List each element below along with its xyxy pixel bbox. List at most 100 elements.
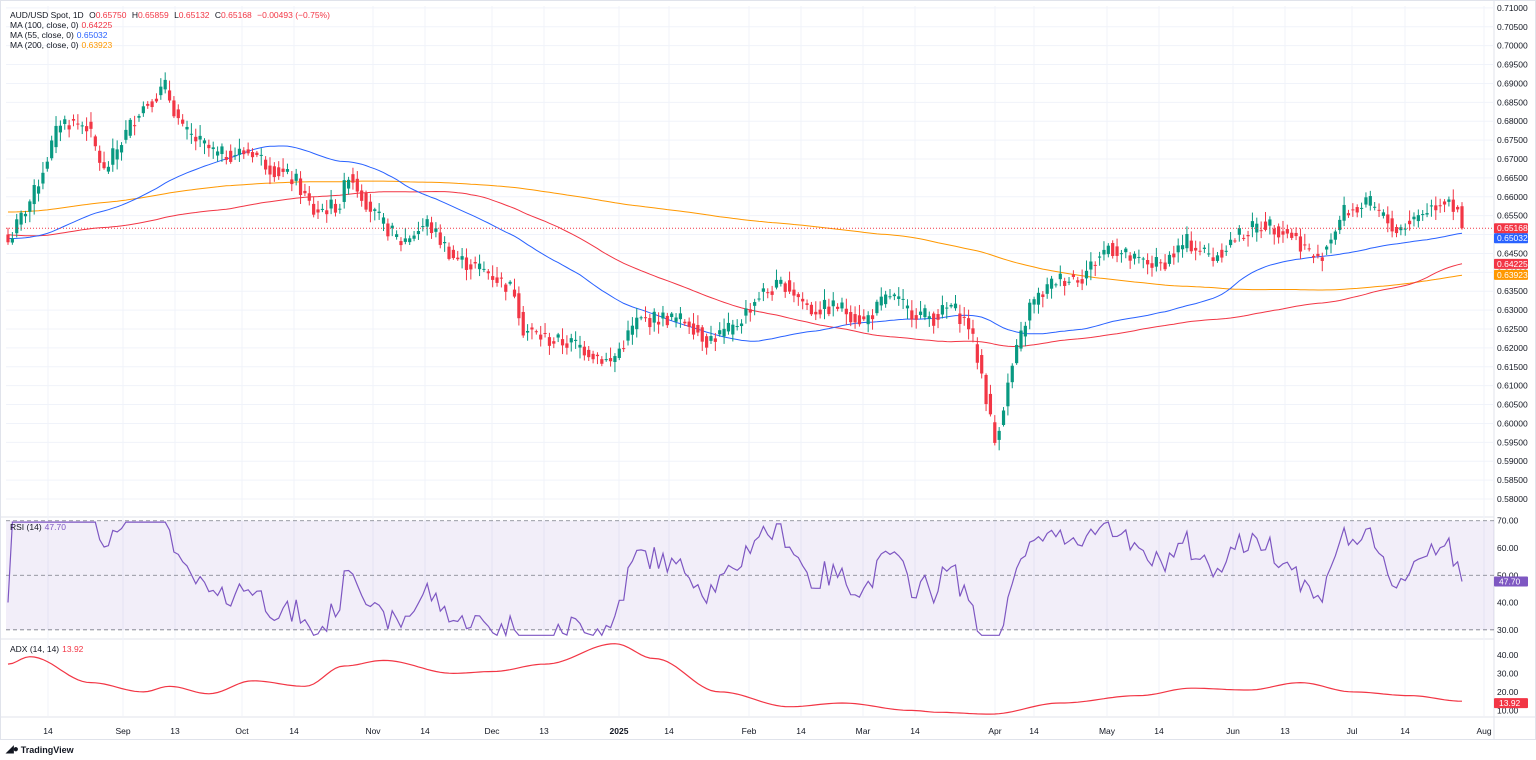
candle-body [521,311,525,336]
candle-body [774,279,779,288]
time-tick-label: May [1099,726,1116,736]
candle-body [229,150,233,162]
candle-body [1447,199,1451,202]
candle-body [766,292,770,294]
candle-body [312,203,316,215]
candle-body [753,302,757,306]
candle-body [980,355,984,374]
price-tick-label: 0.68500 [1497,97,1528,107]
candle-body [1342,204,1346,221]
time-tick-label: 14 [664,726,674,736]
candle-body [1141,258,1145,260]
candle-body [84,126,89,132]
candle-body [233,155,237,157]
price-tick-label: 0.59000 [1497,456,1528,466]
change-value: −0.00493 (−0.75%) [257,10,330,20]
candle-body [338,208,342,210]
ma200-legend[interactable]: MA (200, close, 0) 0.63923 [10,40,113,50]
candle-body [19,212,23,225]
ohlc-legend: AUD/USD Spot, 1D O0.65750 H0.65859 L0.65… [10,10,333,50]
candle-body [1019,330,1023,349]
candle-body [119,145,124,153]
candle-body [421,226,425,228]
candle-body [735,326,739,328]
candle-body [429,222,434,234]
price-tick-label: 0.70500 [1497,22,1528,32]
candle-body [648,318,652,328]
candle-body [1185,234,1189,249]
candle-body [870,315,875,320]
rsi-value-tag [1494,576,1528,587]
candle-body [176,109,180,119]
candle-body [115,149,119,160]
candle-body [408,238,412,243]
adx-legend[interactable]: ADX (14, 14) 13.92 [10,644,84,654]
open-value: 0.65750 [95,10,127,20]
price-tag [1494,269,1528,280]
ma55-line [7,145,1463,342]
candle-body [530,327,534,330]
candle-body [897,296,901,299]
time-tick-label: Dec [484,726,500,736]
candle-body [242,150,246,155]
candle-body [1390,218,1394,232]
candle-body [626,330,630,341]
price-tag-label: 0.65168 [1497,223,1528,233]
time-tick-label: 14 [420,726,430,736]
candle-body [1224,250,1228,252]
candle-body [801,298,805,302]
candle-body [499,277,503,279]
candle-body [1207,253,1211,255]
time-tick-label: 14 [910,726,920,736]
price-tick-label: 0.58000 [1497,494,1528,504]
candle-body [1028,302,1032,321]
candle-body [464,257,469,270]
price-tick-label: 0.61000 [1497,381,1528,391]
candle-body [792,289,796,296]
candle-body [307,193,311,201]
time-tick-label: Oct [235,726,249,736]
price-tick-label: 0.66500 [1497,173,1528,183]
candle-body [1006,382,1010,407]
candle-body [133,125,137,127]
candle-body [656,321,661,325]
time-tick-label: 14 [289,726,299,736]
rsi-legend[interactable]: RSI (14) 47.70 [10,522,66,532]
candle-body [150,101,154,108]
candle-body [1146,259,1150,265]
candle-body [1111,243,1115,257]
candle-body [1307,248,1311,250]
candle-body [399,241,403,246]
candle-body [1041,294,1045,297]
candle-body [98,150,102,163]
candle-body [163,79,167,90]
ma55-legend[interactable]: MA (55, close, 0) 0.65032 [10,30,108,40]
candle-body [718,330,722,335]
candle-body [569,338,573,343]
ma100-legend[interactable]: MA (100, close, 0) 0.64225 [10,20,113,30]
candle-body [486,271,490,274]
candle-body [1250,221,1255,228]
price-tick-label: 0.63500 [1497,286,1528,296]
price-tag [1494,223,1528,234]
price-tick-label: 0.67000 [1497,154,1528,164]
candle-body [945,307,949,309]
candle-body [591,353,595,360]
candle-body [316,209,320,213]
candle-body [456,257,460,260]
candle-body [1403,228,1407,230]
candle-body [67,125,71,130]
candle-body [368,201,373,212]
candle-body [722,328,726,337]
candle-body [761,288,765,292]
price-tick-label: 0.61500 [1497,362,1528,372]
candle-body [1215,255,1220,261]
candle-body [836,306,840,309]
candle-body [1381,212,1386,216]
candle-body [1355,207,1359,213]
price-tick-label: 0.60500 [1497,400,1528,410]
candle-body [10,238,14,243]
rsi-value-tag-label: 47.70 [1499,577,1521,587]
candle-body [1351,209,1355,211]
